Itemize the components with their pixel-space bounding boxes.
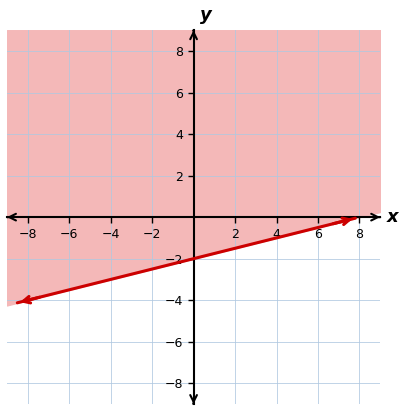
Text: y: y <box>200 6 212 24</box>
Text: x: x <box>387 208 398 226</box>
